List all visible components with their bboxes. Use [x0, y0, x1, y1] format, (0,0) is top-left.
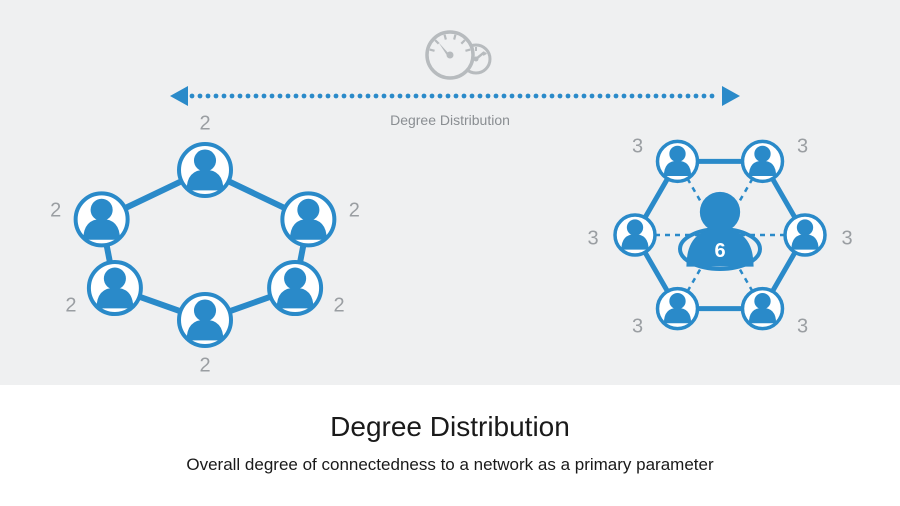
- degree-label: 2: [349, 200, 360, 223]
- degree-label: 3: [797, 136, 808, 159]
- degree-label: 3: [632, 315, 643, 338]
- degree-label: 2: [334, 295, 345, 318]
- arrow-caption: Degree Distribution: [0, 112, 900, 128]
- page-subtitle: Overall degree of connectedness to a net…: [0, 455, 900, 475]
- degree-label: 2: [65, 295, 76, 318]
- degree-label: 3: [632, 136, 643, 159]
- page-title: Degree Distribution: [0, 411, 900, 443]
- degree-label: 2: [50, 200, 61, 223]
- degree-label: 3: [797, 315, 808, 338]
- caption-area: Degree Distribution Overall degree of co…: [0, 385, 900, 506]
- degree-label: 2: [199, 113, 210, 136]
- degree-label: 3: [587, 228, 598, 251]
- diagram-svg: 6: [0, 0, 900, 385]
- svg-text:6: 6: [714, 240, 725, 262]
- degree-label: 2: [199, 355, 210, 378]
- degree-label: 3: [841, 228, 852, 251]
- diagram-area: 6 Degree Distribution 2 2 2 2 2 2 3 3 3 3 3 3: [0, 0, 900, 385]
